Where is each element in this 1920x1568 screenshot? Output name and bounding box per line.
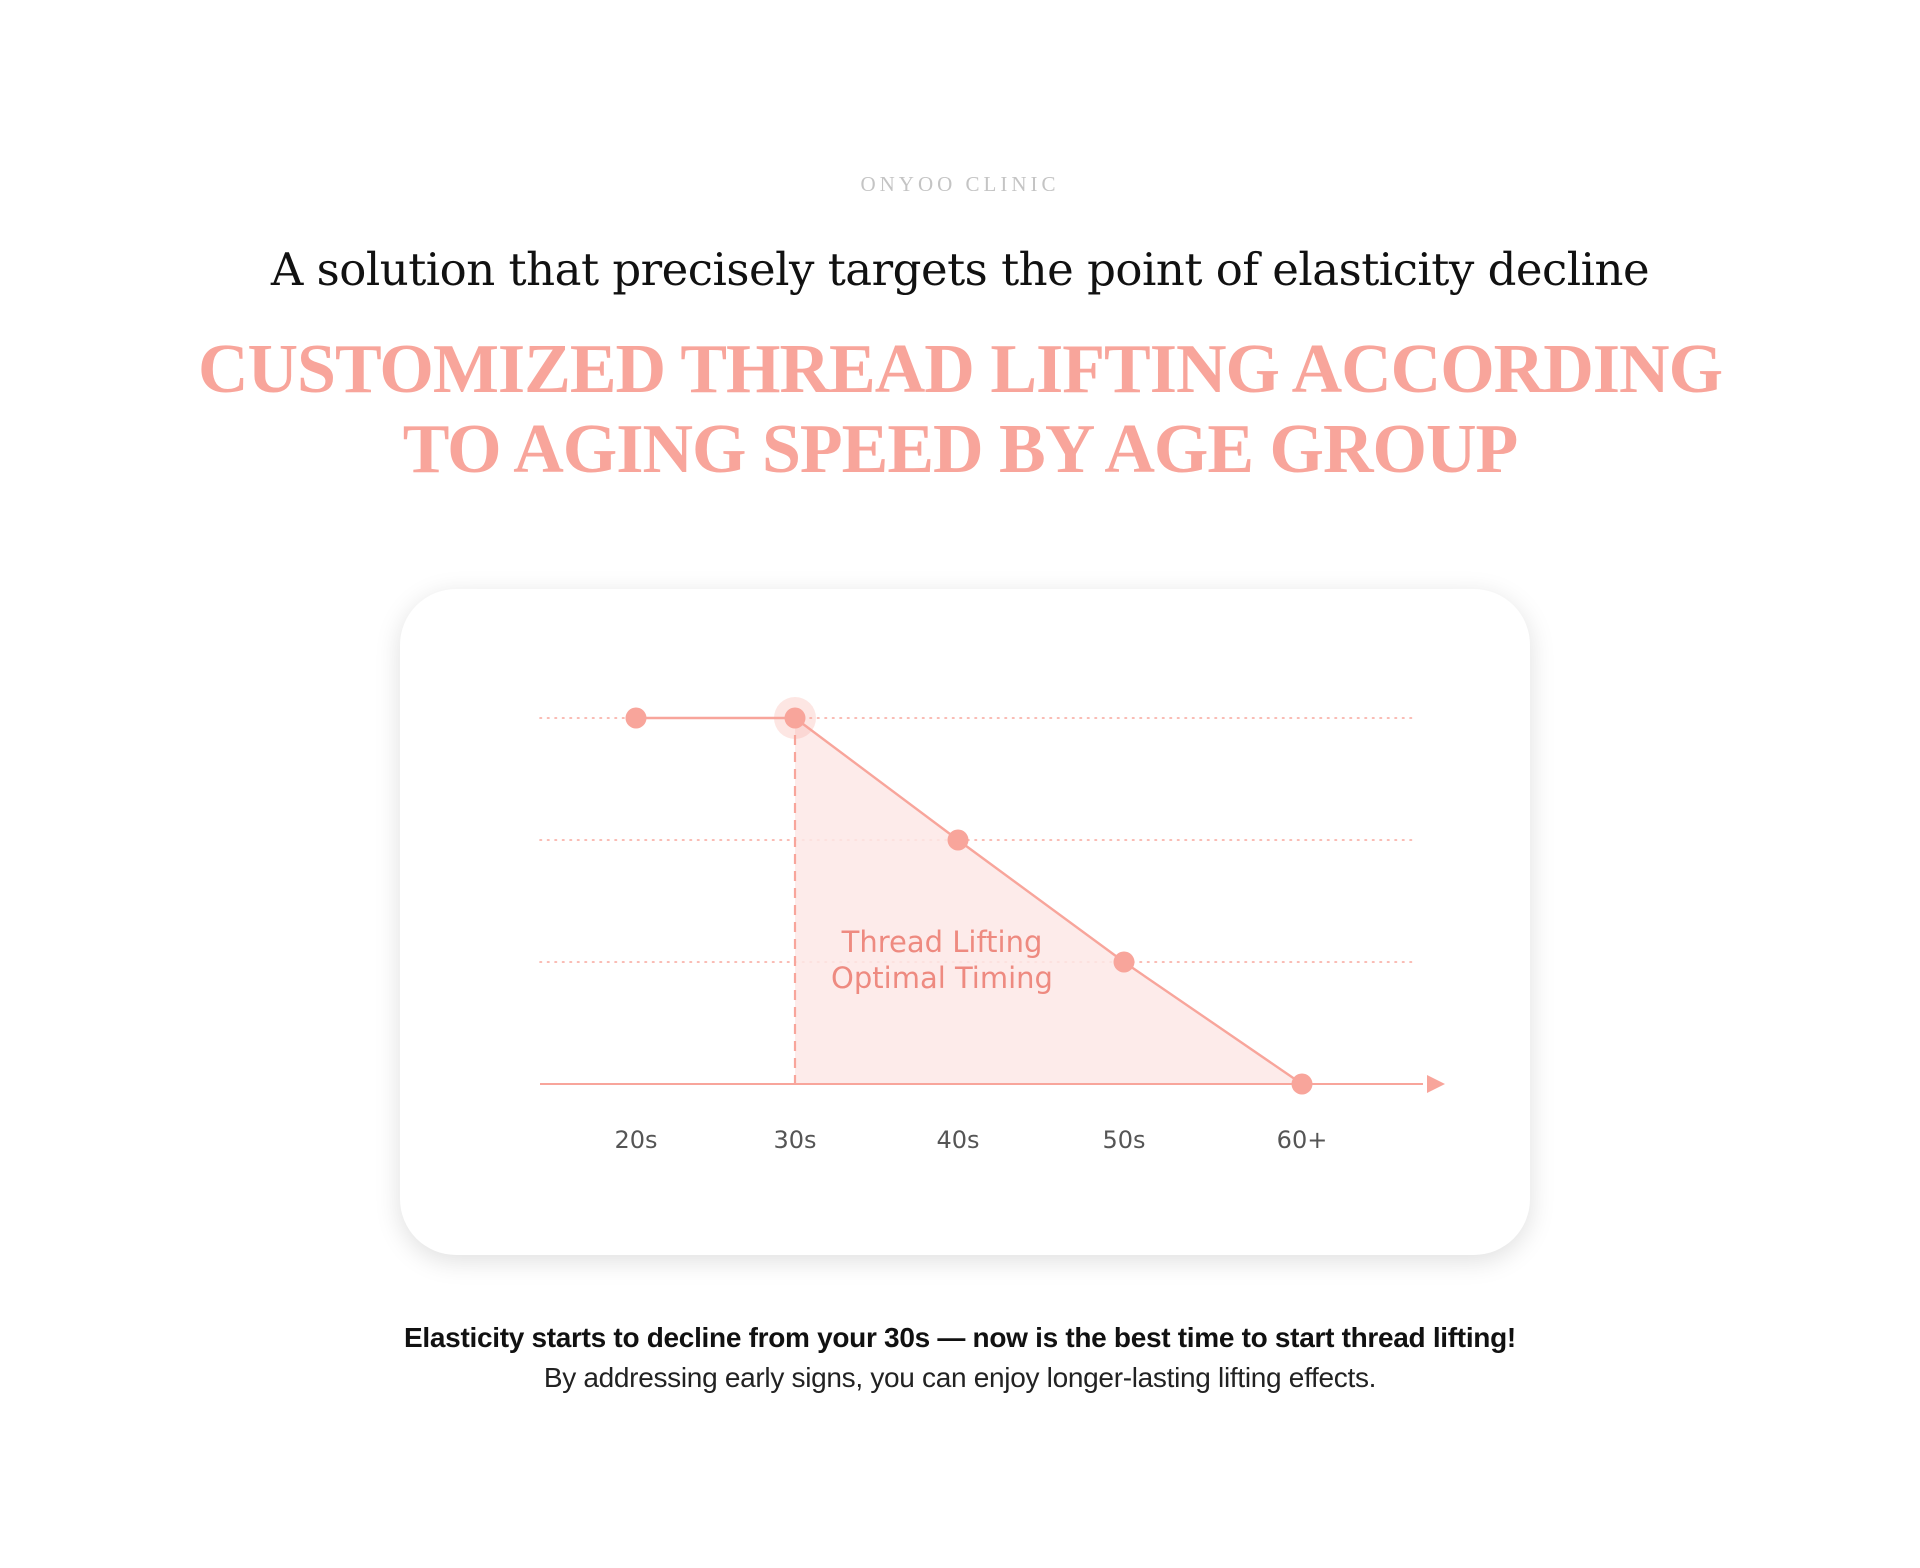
annotation-line-2: Optimal Timing — [831, 961, 1053, 995]
elasticity-chart: 20s 30s 40s 50s 60+ Thread Lifting Optimal T… — [539, 697, 1445, 1154]
data-point-40s — [947, 829, 969, 851]
data-point-20s — [625, 707, 647, 729]
caption-body: By addressing early signs, you can enjoy… — [543, 1362, 1377, 1393]
x-tick-label: 50s — [1102, 1126, 1145, 1154]
x-tick-label: 20s — [614, 1126, 657, 1154]
page-subtitle: A solution that precisely targets the po… — [270, 243, 1650, 296]
data-points — [625, 697, 1313, 1095]
x-axis-arrow-icon — [1427, 1075, 1445, 1093]
x-tick-label: 40s — [936, 1126, 979, 1154]
chart-card: 20s 30s 40s 50s 60+ Thread Lifting Optimal T… — [400, 589, 1530, 1255]
x-tick-label: 60+ — [1277, 1126, 1328, 1154]
x-tick-label: 30s — [773, 1126, 816, 1154]
x-tick-labels: 20s 30s 40s 50s 60+ — [614, 1126, 1327, 1154]
brand-name: ONYOO CLINIC — [860, 172, 1060, 196]
optimal-timing-area — [795, 718, 1302, 1084]
page-headline: CUSTOMIZED THREAD LIFTING ACCORDING TO A… — [0, 330, 1920, 490]
headline-line-2: TO AGING SPEED BY AGE GROUP — [402, 411, 1519, 488]
data-point-30s — [784, 707, 806, 729]
grid-lines — [539, 717, 1416, 963]
headline-line-1: CUSTOMIZED THREAD LIFTING ACCORDING — [197, 331, 1723, 408]
data-point-60+ — [1291, 1073, 1313, 1095]
annotation-line-1: Thread Lifting — [841, 925, 1043, 959]
caption-headline: Elasticity starts to decline from your 3… — [404, 1322, 1516, 1353]
data-point-50s — [1113, 951, 1135, 973]
